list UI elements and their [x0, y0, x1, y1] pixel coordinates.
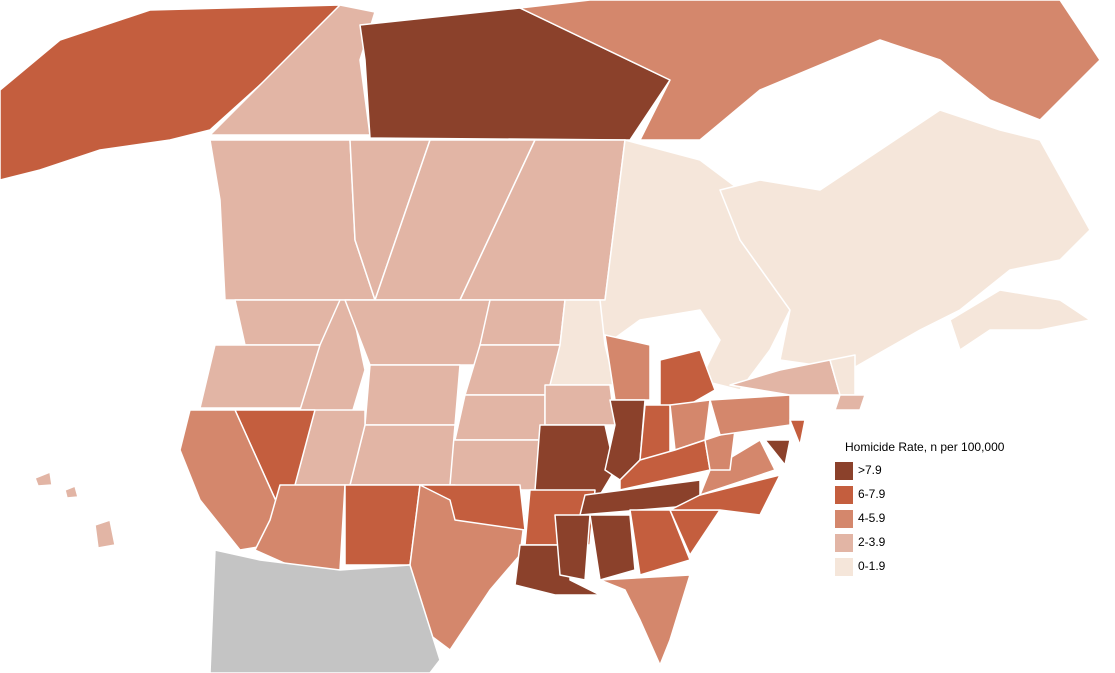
region: [364, 364, 461, 426]
region: [719, 109, 1091, 371]
region: [344, 484, 421, 566]
legend-label: 2-3.9: [858, 535, 886, 549]
region: [639, 404, 671, 461]
region: [709, 394, 791, 436]
legend-label: 0-1.9: [858, 559, 886, 573]
region: [599, 574, 691, 666]
region: [604, 334, 651, 401]
region: [179, 409, 281, 551]
region: [64, 485, 79, 499]
region: [789, 419, 806, 446]
legend-label: 4-5.9: [858, 511, 886, 525]
region: [0, 4, 341, 181]
region: [659, 349, 716, 411]
region: [949, 289, 1091, 351]
legend-swatch: [835, 510, 853, 528]
legend-swatch: [835, 486, 853, 504]
legend-swatch: [835, 534, 853, 552]
region: [419, 484, 526, 531]
region: [34, 471, 53, 487]
region: [629, 509, 691, 576]
legend-label: 6-7.9: [858, 487, 886, 501]
region: [454, 394, 546, 441]
legend-title: Homicide Rate, n per 100,000: [845, 440, 1005, 454]
region: [479, 299, 566, 346]
region: [669, 474, 781, 516]
region: [519, 0, 1101, 141]
region: [544, 384, 616, 426]
region: [554, 514, 591, 581]
legend: Homicide Rate, n per 100,000 >7.9 6-7.9 4-…: [835, 440, 1005, 576]
region: [209, 139, 376, 301]
region: [439, 439, 546, 491]
region: [834, 394, 866, 411]
region: [209, 549, 441, 673]
region: [94, 519, 116, 549]
region: [589, 514, 636, 581]
region: [349, 424, 456, 486]
legend-swatch: [835, 462, 853, 480]
legend-swatch: [835, 558, 853, 576]
region: [699, 439, 776, 496]
region: [209, 4, 376, 136]
region: [534, 424, 616, 496]
region: [764, 439, 791, 466]
region: [704, 429, 736, 471]
legend-label: >7.9: [858, 463, 882, 477]
region: [344, 299, 491, 366]
